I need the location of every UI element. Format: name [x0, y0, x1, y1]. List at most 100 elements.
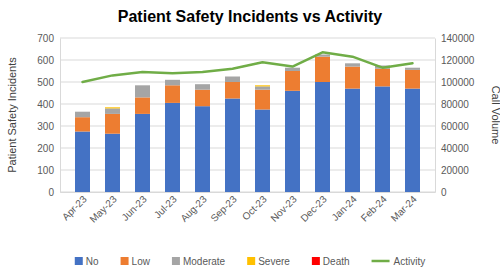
bar	[135, 97, 150, 114]
axis-line	[60, 39, 61, 193]
tick-label: Feb-24	[359, 193, 389, 223]
bar	[225, 76, 240, 77]
x-axis: Apr-23May-23Jun-23Jul-23Aug-23Sep-23Oct-…	[60, 192, 436, 225]
bar	[225, 77, 240, 83]
bar	[375, 69, 390, 87]
chart: Patient Safety Incidents vs Activity 0 100…	[0, 0, 500, 275]
bar	[75, 117, 90, 131]
tick: 120000	[435, 55, 475, 66]
legend-item: Severe	[247, 256, 290, 267]
legend-swatch	[75, 257, 83, 265]
y2-axis: 0 20000 40000 60000 80000 100000 120000 140000	[435, 33, 475, 198]
tick-label: 40000	[441, 143, 469, 154]
legend-item: Moderate	[172, 256, 226, 267]
legend-item: Low	[121, 256, 151, 267]
tick: 700	[37, 33, 60, 44]
bar	[285, 91, 300, 192]
legend-swatch	[121, 257, 129, 265]
bar	[195, 84, 210, 85]
tick: Feb-24	[359, 192, 389, 224]
tick: 20000	[435, 165, 469, 176]
tick-label: 20000	[441, 165, 469, 176]
tick: 140000	[435, 33, 475, 44]
bar	[135, 114, 150, 192]
tick-label: 300	[37, 121, 54, 132]
bar	[285, 71, 300, 91]
title: Patient Safety Incidents vs Activity	[118, 8, 382, 25]
tick-label: 500	[37, 77, 54, 88]
tick-label: Jul-23	[152, 193, 179, 220]
tick-label: 0	[441, 187, 447, 198]
bar-series	[105, 85, 270, 108]
legend-label: Activity	[394, 256, 426, 267]
bar	[315, 82, 330, 192]
y2-axis-title: Call Volume	[490, 86, 500, 145]
bar	[225, 76, 240, 77]
tick: 0	[435, 187, 447, 198]
bar	[165, 79, 180, 80]
bar	[345, 63, 360, 66]
tick: Oct-23	[240, 192, 269, 222]
tick-label: 0	[48, 187, 54, 198]
y-axis-title: Patient Safety Incidents	[6, 57, 18, 173]
tick: 600	[37, 55, 60, 66]
bar	[105, 114, 120, 134]
bar	[405, 89, 420, 192]
axis-line	[435, 39, 436, 193]
bar	[195, 84, 210, 90]
legend-label: Death	[323, 256, 350, 267]
tick-label: 80000	[441, 99, 469, 110]
plot-marks	[75, 52, 420, 192]
grid-line	[60, 38, 435, 39]
bar	[255, 90, 270, 110]
bar	[255, 85, 270, 86]
legend-label: Moderate	[183, 256, 226, 267]
bar	[105, 134, 120, 192]
bar	[405, 70, 420, 89]
tick: Apr-23	[60, 192, 89, 222]
line	[83, 52, 413, 82]
tick: 40000	[435, 143, 469, 154]
bar	[105, 107, 120, 108]
tick: 80000	[435, 99, 469, 110]
bar	[75, 111, 90, 112]
bar	[255, 85, 270, 86]
bar	[135, 85, 150, 97]
bar	[345, 63, 360, 64]
tick: 100	[37, 165, 60, 176]
bar	[195, 90, 210, 107]
tick-label: 100000	[441, 77, 475, 88]
tick-label: Sep-23	[208, 193, 239, 224]
tick: Nov-23	[268, 192, 299, 224]
bar	[225, 99, 240, 193]
bar	[345, 67, 360, 89]
legend-swatch	[372, 260, 390, 263]
bar	[375, 86, 390, 192]
tick-label: 600	[37, 55, 54, 66]
bar	[135, 85, 150, 86]
bar	[225, 82, 240, 99]
legend-item: Activity	[372, 256, 426, 267]
tick-label: Oct-23	[240, 193, 269, 222]
tick: 60000	[435, 121, 469, 132]
legend-label: Low	[132, 256, 151, 267]
y-axis: 0100200300400500600700	[37, 33, 60, 198]
axis-line	[61, 192, 436, 193]
bar	[255, 110, 270, 193]
legend-item: No	[75, 256, 99, 267]
legend-swatch	[172, 257, 180, 265]
bar	[75, 111, 90, 112]
tick-label: Mar-24	[389, 193, 419, 223]
tick-label: Nov-23	[268, 193, 299, 224]
bar	[165, 79, 180, 80]
tick-label: 400	[37, 99, 54, 110]
bar	[405, 67, 420, 68]
bar-series	[75, 55, 420, 118]
bar	[105, 108, 120, 114]
tick-label: Apr-23	[60, 193, 89, 222]
bar	[165, 103, 180, 192]
tick: May-23	[87, 192, 119, 225]
tick: 0	[48, 187, 60, 198]
bar	[135, 85, 150, 86]
bar	[75, 132, 90, 193]
